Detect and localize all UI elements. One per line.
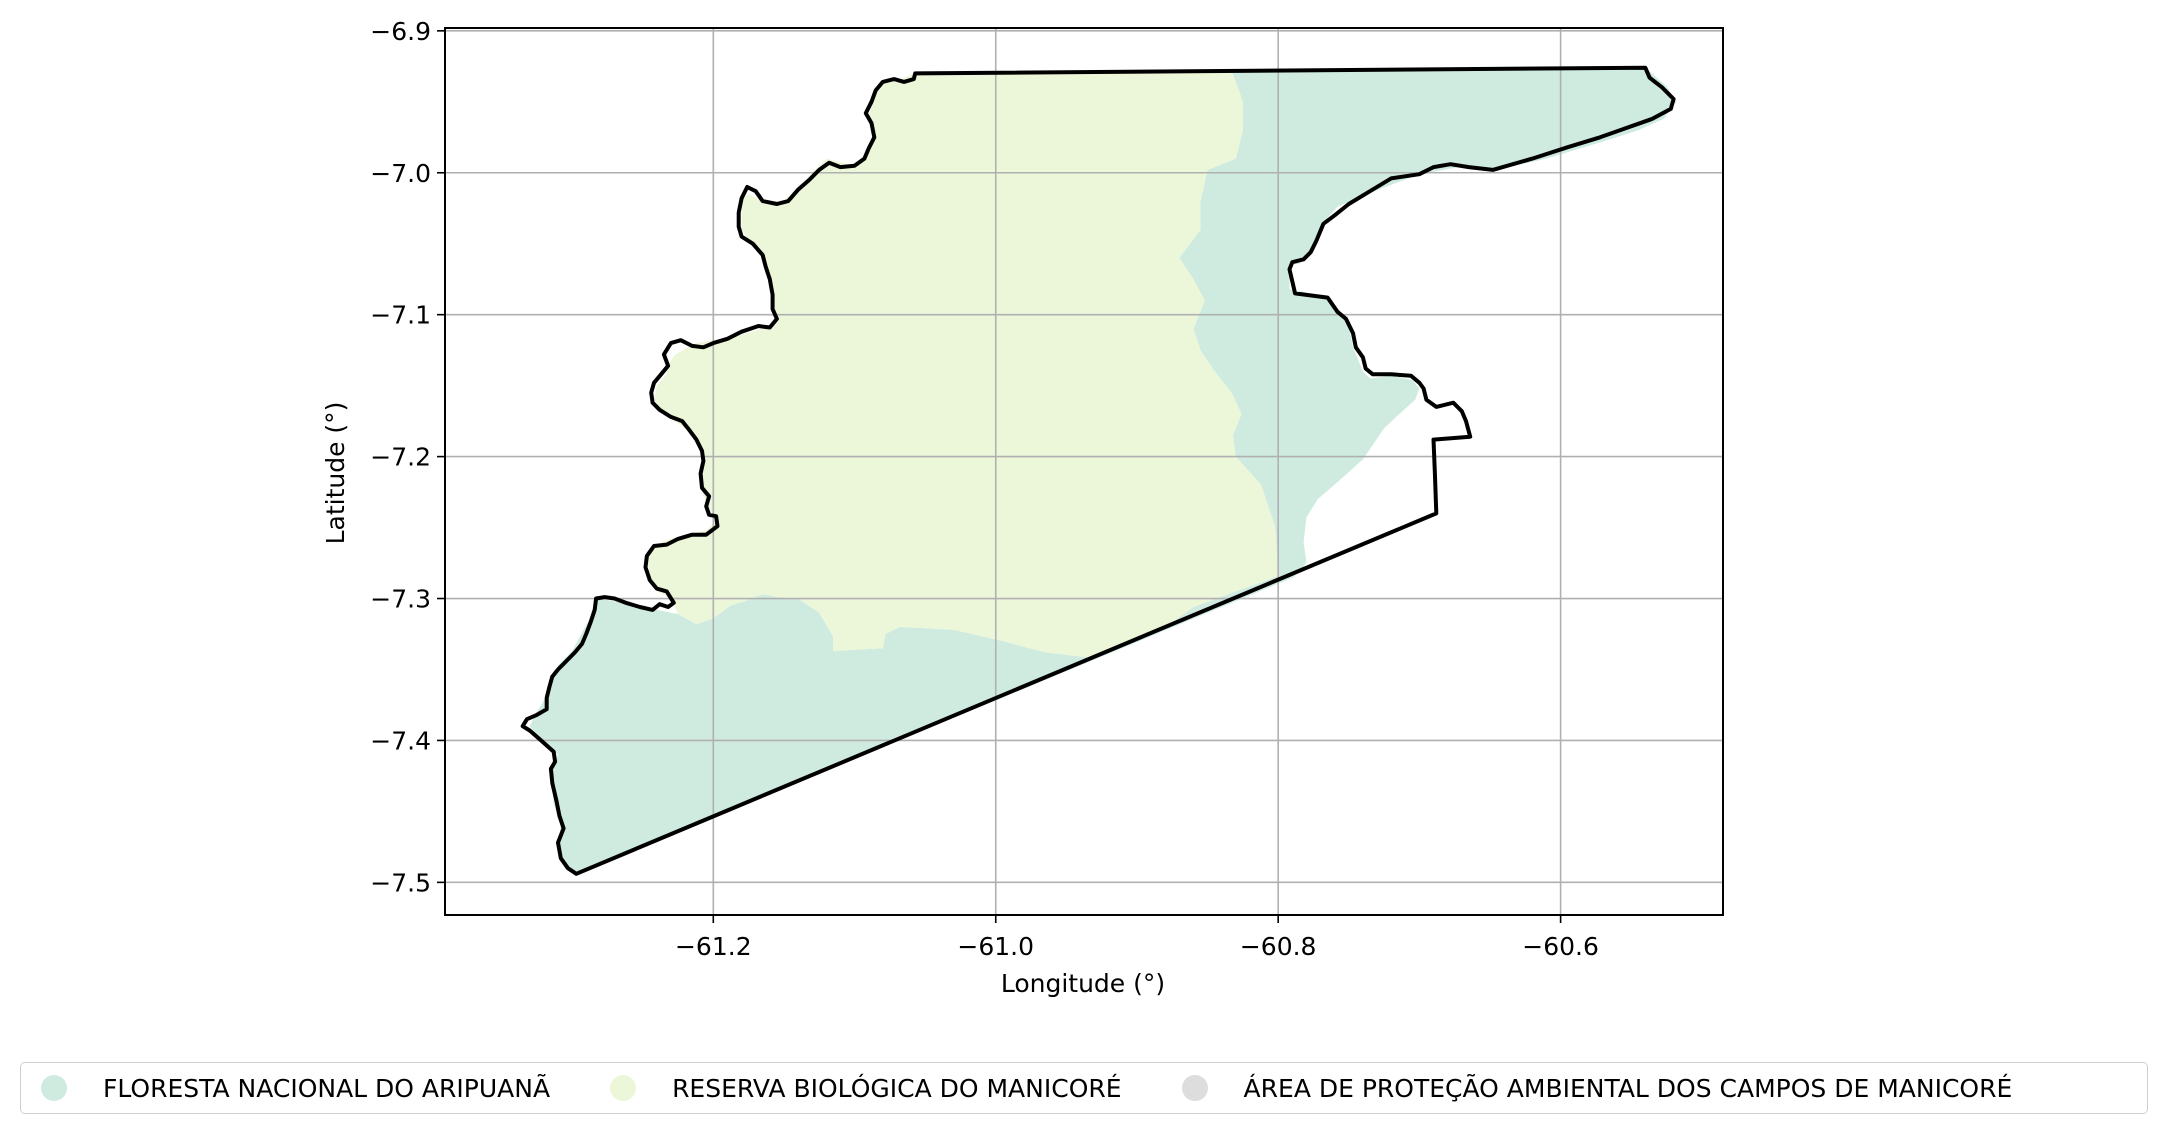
legend-label-apa: ÁREA DE PROTEÇÃO AMBIENTAL DOS CAMPOS DE…: [1243, 1073, 2013, 1103]
legend-item-floresta: FLORESTA NACIONAL DO ARIPUANÃ: [41, 1074, 550, 1103]
x-tick-label-2: −60.8: [1240, 932, 1317, 961]
x-axis-label: Longitude (°): [1001, 969, 1165, 998]
y-axis-label: Latitude (°): [321, 402, 350, 545]
y-axis-ticks: −6.9 −7.0 −7.1 −7.2 −7.3 −7.4 −7.5: [370, 17, 445, 897]
y-tick-label-5: −7.4: [370, 726, 431, 755]
y-tick-label-0: −6.9: [370, 17, 431, 46]
legend: FLORESTA NACIONAL DO ARIPUANÃ RESERVA BI…: [20, 1062, 2148, 1114]
outer-boundary: [520, 65, 1676, 876]
x-tick-label-3: −60.6: [1522, 932, 1599, 961]
region-1: [646, 70, 1279, 659]
legend-item-reserva: RESERVA BIOLÓGICA DO MANICORÉ: [610, 1073, 1122, 1103]
legend-item-apa: ÁREA DE PROTEÇÃO AMBIENTAL DOS CAMPOS DE…: [1181, 1073, 2013, 1103]
y-tick-label-6: −7.5: [370, 868, 431, 897]
y-tick-label-3: −7.2: [370, 443, 431, 472]
legend-marker-floresta: [41, 1075, 67, 1101]
boundary-layer: [520, 65, 1676, 876]
region-0: [529, 67, 1677, 874]
plot-area: [444, 27, 1724, 916]
legend-label-floresta: FLORESTA NACIONAL DO ARIPUANÃ: [103, 1073, 551, 1103]
legend-marker-reserva: [610, 1075, 637, 1101]
y-tick-label-1: −7.0: [370, 159, 431, 188]
regions-layer: [529, 67, 1677, 874]
y-tick-label-4: −7.3: [370, 585, 431, 614]
legend-marker-apa: [1181, 1075, 1208, 1101]
plot-frame: [444, 27, 1724, 916]
grid-layer: [445, 28, 1723, 915]
x-tick-label-0: −61.2: [675, 932, 752, 961]
y-tick-label-2: −7.1: [370, 301, 431, 330]
x-axis-ticks: −61.2 −61.0 −60.8 −60.6: [675, 915, 1599, 961]
legend-label-reserva: RESERVA BIOLÓGICA DO MANICORÉ: [672, 1073, 1122, 1103]
map-chart: −61.2 −61.0 −60.8 −60.6 −6.9 −7.0 −7.1 −7.2 −7.…: [321, 17, 1724, 998]
x-tick-label-1: −61.0: [957, 932, 1034, 961]
